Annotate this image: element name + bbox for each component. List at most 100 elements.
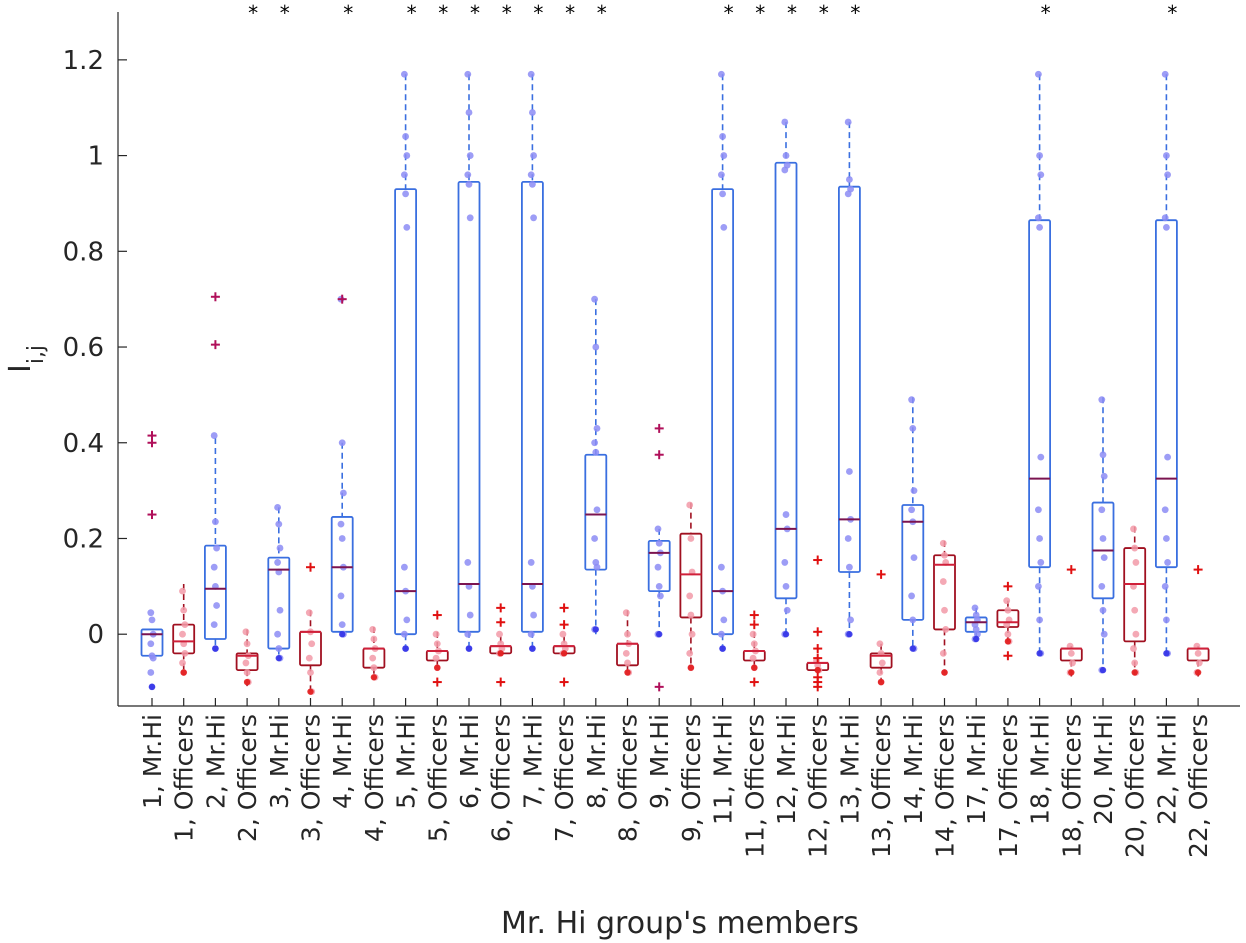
data-point [528, 71, 535, 78]
data-point [846, 564, 853, 571]
data-point [1005, 638, 1011, 644]
data-point [496, 631, 503, 638]
data-point [530, 612, 537, 619]
data-point [179, 660, 186, 667]
data-point [594, 506, 601, 513]
data-point [1195, 669, 1201, 675]
data-point [720, 152, 727, 159]
data-point [783, 511, 790, 518]
y-axis-title-sub: i,j [24, 345, 49, 364]
y-tick-label: 0.8 [63, 237, 104, 267]
data-point [182, 621, 189, 628]
data-point [781, 167, 788, 174]
data-point [847, 616, 854, 623]
data-point [371, 636, 378, 643]
data-point [720, 224, 727, 231]
data-point [1100, 667, 1106, 673]
data-point [845, 119, 852, 126]
data-point [1036, 152, 1043, 159]
data-point [307, 688, 313, 694]
data-point [339, 621, 346, 628]
x-category-label: 7, Mr.Hi [518, 714, 547, 809]
data-point [655, 564, 662, 571]
data-point [751, 640, 758, 647]
data-point [338, 521, 345, 528]
outlier-marker [148, 438, 157, 447]
data-point [530, 214, 537, 221]
data-point [275, 645, 282, 652]
outlier-marker [560, 603, 569, 612]
y-tick-label: 0.2 [63, 524, 104, 554]
data-point [212, 645, 218, 651]
data-point [1036, 650, 1042, 656]
x-category-label: 12, Officers [804, 714, 833, 858]
data-point [1162, 71, 1169, 78]
data-point [277, 607, 284, 614]
data-point [815, 667, 821, 673]
x-category-label: 4, Mr.Hi [328, 714, 357, 809]
data-point [433, 655, 440, 662]
data-point [1037, 454, 1044, 461]
data-point [147, 669, 154, 676]
data-point [403, 224, 410, 231]
data-point [274, 504, 281, 511]
y-axis-title: Ii,j [3, 345, 49, 373]
data-point [911, 554, 918, 561]
y-tick-label: 0 [87, 620, 104, 650]
data-point [972, 604, 979, 611]
significance-marker: * [787, 1, 797, 25]
data-point [179, 631, 186, 638]
outlier-marker [496, 678, 505, 687]
outlier-marker [750, 678, 759, 687]
x-category-label: 17, Mr.Hi [962, 714, 991, 825]
data-point [908, 593, 915, 600]
data-point [528, 559, 535, 566]
data-point [561, 650, 567, 656]
data-point [275, 521, 282, 528]
x-category-label: 5, Mr.Hi [392, 714, 421, 809]
data-point [1162, 583, 1169, 590]
data-point [1196, 660, 1203, 667]
data-point [340, 490, 347, 497]
data-point [1068, 669, 1074, 675]
data-point [1036, 224, 1043, 231]
significance-marker: * [502, 1, 512, 25]
data-point [149, 684, 155, 690]
data-point [211, 432, 218, 439]
data-point [1005, 607, 1012, 614]
x-category-label: 1, Officers [170, 714, 199, 842]
outlier-marker [1194, 565, 1203, 574]
outlier-marker [877, 570, 886, 579]
outlier-marker [211, 292, 220, 301]
significance-marker: * [248, 1, 258, 25]
box [1156, 220, 1177, 567]
x-category-label: 9, Officers [677, 714, 706, 842]
box [1029, 220, 1050, 567]
data-point [1005, 631, 1012, 638]
data-point [592, 449, 599, 456]
data-point [911, 487, 918, 494]
axis-labels: 0 0.2 0.4 0.6 0.8 1 1.2 1, Mr.Hi 1, Officers 2, M… [63, 1, 1213, 858]
data-point [940, 578, 947, 585]
data-point [623, 650, 630, 657]
data-point [973, 636, 979, 642]
data-point [718, 171, 725, 178]
data-point [466, 181, 473, 188]
data-point [1163, 650, 1169, 656]
significance-marker: * [343, 1, 353, 25]
data-point [401, 71, 408, 78]
x-category-label: 18, Officers [1057, 714, 1086, 858]
data-point [464, 631, 471, 638]
significance-marker: * [1167, 1, 1177, 25]
data-point [1068, 650, 1075, 657]
data-point [147, 640, 154, 647]
data-point [594, 564, 601, 571]
significance-marker: * [438, 1, 448, 25]
data-point [1133, 559, 1140, 566]
data-point [1164, 454, 1171, 461]
significance-marker: * [597, 1, 607, 25]
significance-marker: * [850, 1, 860, 25]
outlier-marker [813, 682, 822, 691]
outlier-marker [560, 620, 569, 629]
data-point [1132, 669, 1138, 675]
